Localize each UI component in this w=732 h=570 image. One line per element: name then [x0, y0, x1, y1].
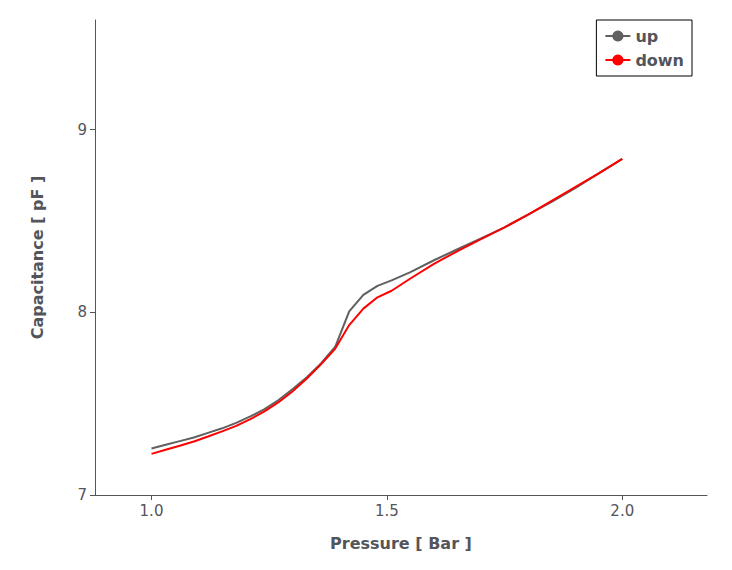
svg-text:1.5: 1.5 — [375, 502, 399, 520]
svg-text:1.0: 1.0 — [140, 502, 164, 520]
svg-text:9: 9 — [77, 121, 87, 139]
svg-text:2.0: 2.0 — [610, 502, 634, 520]
svg-text:Pressure [ Bar ]: Pressure [ Bar ] — [330, 534, 472, 553]
svg-text:down: down — [635, 51, 684, 70]
svg-text:Capacitance [ pF ]: Capacitance [ pF ] — [28, 176, 47, 340]
svg-text:up: up — [635, 27, 658, 46]
svg-text:7: 7 — [77, 486, 87, 504]
svg-text:8: 8 — [77, 303, 87, 321]
